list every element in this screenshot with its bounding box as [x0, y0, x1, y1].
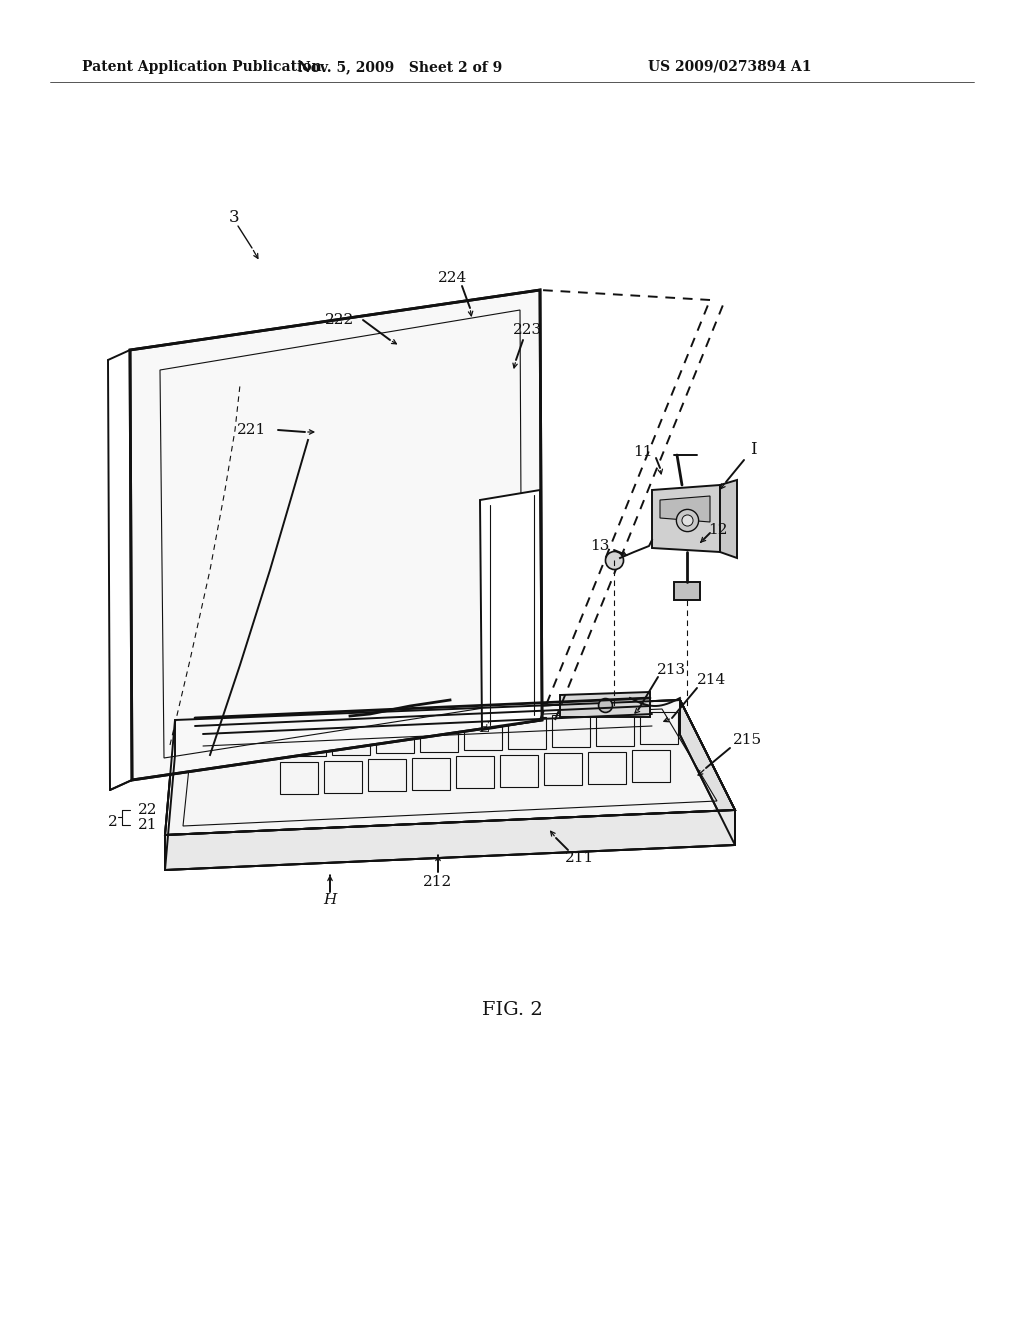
Text: I: I [750, 441, 757, 458]
Text: E: E [478, 721, 489, 735]
Text: 12: 12 [709, 523, 728, 537]
Polygon shape [660, 496, 710, 521]
Polygon shape [165, 810, 735, 870]
Text: Patent Application Publication: Patent Application Publication [82, 59, 322, 74]
Text: H: H [324, 894, 337, 907]
Text: 13: 13 [590, 539, 609, 553]
Text: 21: 21 [138, 818, 158, 832]
Text: US 2009/0273894 A1: US 2009/0273894 A1 [648, 59, 811, 74]
Text: 22: 22 [138, 803, 158, 817]
Polygon shape [674, 582, 700, 601]
Text: 224: 224 [438, 271, 468, 285]
Text: 3: 3 [228, 210, 240, 227]
Text: 212: 212 [423, 875, 453, 888]
Text: 213: 213 [657, 663, 686, 677]
Polygon shape [480, 490, 542, 730]
Text: 215: 215 [733, 733, 763, 747]
Polygon shape [652, 484, 720, 552]
Text: 221: 221 [238, 422, 266, 437]
Text: 223: 223 [513, 323, 543, 337]
Text: 211: 211 [565, 851, 595, 865]
Polygon shape [720, 480, 737, 558]
Text: 2: 2 [109, 814, 118, 829]
Polygon shape [165, 700, 735, 836]
Text: Nov. 5, 2009   Sheet 2 of 9: Nov. 5, 2009 Sheet 2 of 9 [298, 59, 502, 74]
Text: FIG. 2: FIG. 2 [481, 1001, 543, 1019]
Polygon shape [560, 692, 650, 717]
Polygon shape [680, 700, 735, 845]
Text: 11: 11 [633, 445, 652, 459]
Text: 222: 222 [326, 313, 354, 327]
Text: 214: 214 [697, 673, 727, 686]
Polygon shape [130, 290, 542, 780]
